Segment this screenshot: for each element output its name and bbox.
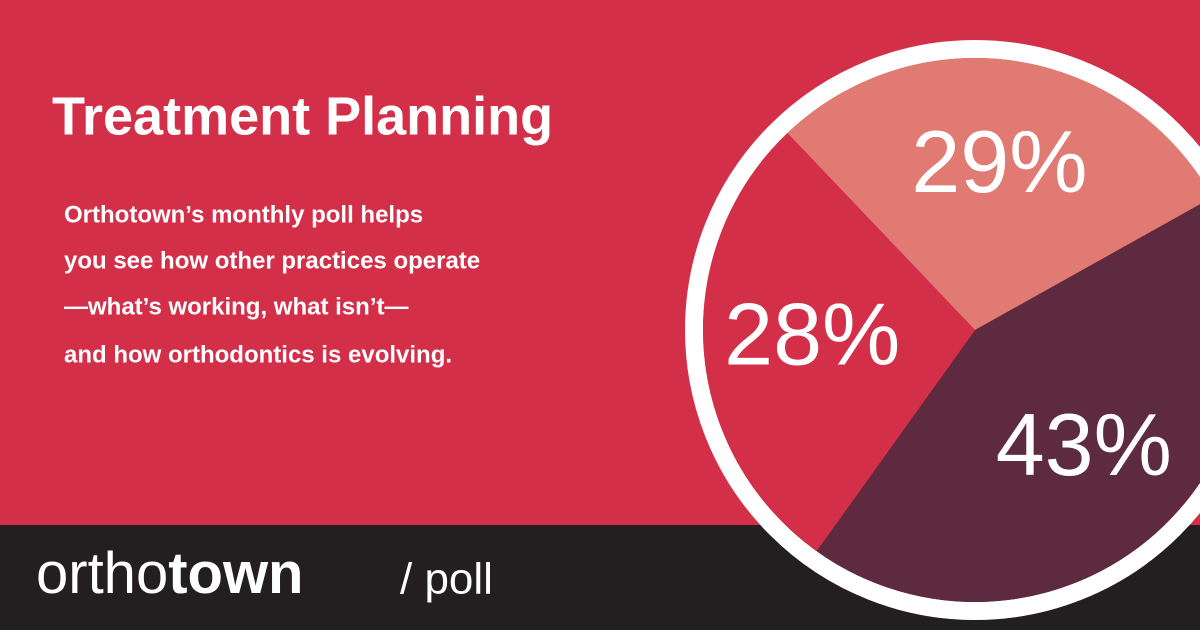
brand-bold: town: [168, 541, 303, 606]
pie-slice: [787, 58, 1200, 330]
slice-label: 28%: [724, 285, 900, 384]
pie: 29% 43% 28%: [685, 40, 1200, 620]
pie-slice: [703, 133, 975, 552]
brand-light: ortho: [36, 541, 168, 606]
subtitle: Orthotown’s monthly poll helps you see h…: [64, 201, 480, 368]
slice-label: 43%: [996, 395, 1172, 494]
section-label: / poll: [400, 555, 493, 604]
subtitle-line: —what’s working, what isn’t—: [64, 293, 408, 320]
title: Treatment Planning: [52, 86, 553, 146]
pie-slice: [816, 204, 1200, 602]
subtitle-line: you see how other practices operate: [64, 247, 480, 274]
pie-ring: [685, 40, 1200, 620]
subtitle-line: Orthotown’s monthly poll helps: [64, 201, 423, 228]
slice-label: 29%: [911, 112, 1087, 211]
subtitle-line: and how orthodontics is evolving.: [64, 341, 452, 368]
brand: orthotown: [36, 541, 304, 606]
